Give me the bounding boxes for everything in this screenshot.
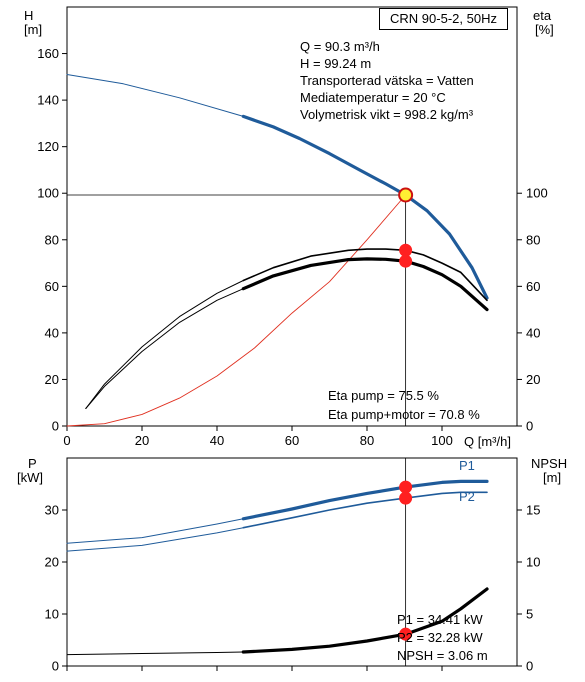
p1-series-line [241, 479, 489, 521]
y-left-tick-label: 30 [45, 503, 59, 518]
eta-pump-motor-text: Eta pump+motor = 70.8 % [328, 407, 480, 422]
y-right-tick-label: 80 [526, 232, 540, 247]
head-efficiency-panel: 0 20 40 60 80 100 0 20 40 60 80 100 120 140 160 0 20 40 60… [37, 6, 548, 448]
pump-title-box: CRN 90-5-2, 50Hz [379, 8, 508, 30]
power-npsh-panel: 0 10 20 30 0 5 10 15 [45, 457, 540, 674]
head-series-line [242, 248, 488, 302]
y-left-tick-label: 120 [37, 139, 59, 154]
duty-head-text: H = 99.24 m [300, 56, 372, 71]
npsh-axis-unit: [m] [543, 470, 562, 485]
y-left-tick-label: 40 [45, 325, 59, 340]
duty-point-marker [399, 491, 413, 505]
y-left-tick-label: 140 [37, 93, 59, 108]
y-right-tick-label: 0 [526, 419, 533, 434]
y-left-tick-label: 160 [37, 46, 59, 61]
p2-curve-tag: P2 [459, 489, 475, 504]
duty-point-marker [398, 187, 414, 203]
head-axis-symbol: H [24, 8, 34, 23]
npsh-value-text: NPSH = 3.06 m [397, 648, 488, 663]
efficiency-info-block: Eta pump = 75.5 % Eta pump+motor = 70.8 … [328, 386, 480, 424]
duty-flow-text: Q = 90.3 m³/h [300, 39, 380, 54]
y-right-tick-label: 5 [526, 607, 533, 622]
duty-point-marker [399, 254, 413, 268]
y-right-tick-label: 100 [526, 186, 548, 201]
p1-series-line [66, 518, 244, 544]
y-left-tick-label: 60 [45, 279, 59, 294]
p1-value-text: P1 = 34.41 kW [397, 612, 483, 627]
x-tick-label: 40 [210, 433, 224, 448]
duty-point-marker [399, 243, 413, 257]
y-left-tick-label: 10 [45, 607, 59, 622]
x-tick-label: 100 [431, 433, 453, 448]
eta-axis-symbol: eta [533, 8, 552, 23]
y-left-tick-label: 20 [45, 555, 59, 570]
x-tick-label: 80 [360, 433, 374, 448]
duty-point-marker [399, 480, 413, 494]
duty-liquid-text: Transporterad vätska = Vatten [300, 73, 474, 88]
y-right-tick-label: 60 [526, 279, 540, 294]
duty-density-text: Volymetrisk vikt = 998.2 kg/m³ [300, 107, 474, 122]
duty-temperature-text: Mediatemperatur = 20 °C [300, 90, 446, 105]
y-right-tick-label: 15 [526, 503, 540, 518]
eta-axis-unit: [%] [535, 22, 554, 37]
p2-series-line [66, 527, 244, 552]
x-tick-label: 0 [63, 433, 70, 448]
y-right-tick-label: 20 [526, 372, 540, 387]
power-axis-unit: [kW] [17, 470, 43, 485]
y-left-tick-label: 20 [45, 372, 59, 387]
head-series-line [85, 280, 244, 409]
y-right-tick-label: 10 [526, 555, 540, 570]
head-series-line [241, 114, 489, 300]
flow-axis-label: Q [m³/h] [464, 434, 511, 449]
power-series-line [241, 587, 489, 654]
head-series-line [241, 257, 489, 312]
p2-series-line [242, 491, 488, 529]
head-axis-unit: [m] [24, 22, 43, 37]
x-tick-label: 60 [285, 433, 299, 448]
p1-curve-tag: P1 [459, 458, 475, 473]
y-left-tick-label: 100 [37, 186, 59, 201]
y-left-tick-label: 0 [52, 659, 59, 674]
head-series-line [85, 288, 244, 409]
y-right-tick-label: 40 [526, 325, 540, 340]
y-left-tick-label: 0 [52, 419, 59, 434]
npsh-axis-symbol: NPSH [531, 456, 568, 471]
power-axis-symbol: P [28, 456, 37, 471]
x-tick-label: 20 [135, 433, 149, 448]
eta-pump-text: Eta pump = 75.5 % [328, 388, 439, 403]
head-series-line [66, 74, 244, 117]
duty-point-marker [399, 627, 413, 641]
y-left-tick-label: 80 [45, 232, 59, 247]
p2-value-text: P2 = 32.28 kW [397, 630, 483, 645]
power-series-line [66, 651, 244, 656]
power-info-block: P1 = 34.41 kW P2 = 32.28 kW NPSH = 3.06 … [397, 611, 488, 665]
y-right-tick-label: 0 [526, 659, 533, 674]
duty-info-block: Q = 90.3 m³/h H = 99.24 m Transporterad … [300, 38, 474, 123]
